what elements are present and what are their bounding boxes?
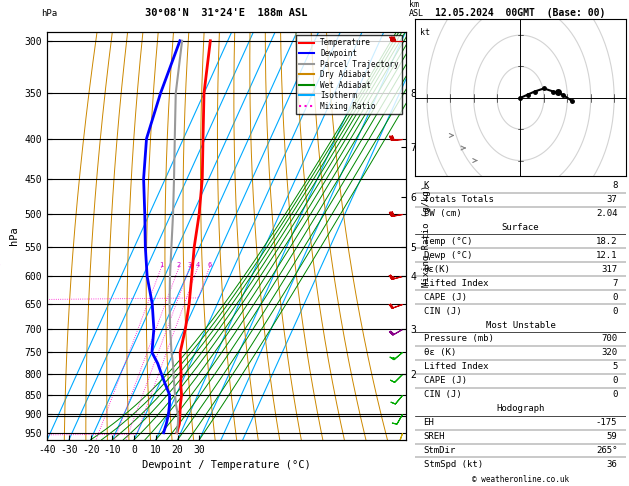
Text: 6: 6 xyxy=(207,262,211,268)
Text: 5: 5 xyxy=(612,363,618,371)
Text: 16: 16 xyxy=(0,262,1,268)
Text: 20: 20 xyxy=(0,262,1,268)
Text: StmSpd (kt): StmSpd (kt) xyxy=(423,460,482,469)
Text: 12.05.2024  00GMT  (Base: 00): 12.05.2024 00GMT (Base: 00) xyxy=(435,8,606,18)
Text: Lifted Index: Lifted Index xyxy=(423,278,488,288)
Text: -175: -175 xyxy=(596,418,618,427)
Text: 700: 700 xyxy=(601,334,618,344)
Text: SREH: SREH xyxy=(423,432,445,441)
Text: 0: 0 xyxy=(612,307,618,315)
X-axis label: Dewpoint / Temperature (°C): Dewpoint / Temperature (°C) xyxy=(142,460,311,470)
Y-axis label: Mixing Ratio (g/kg): Mixing Ratio (g/kg) xyxy=(422,185,431,287)
Legend: Temperature, Dewpoint, Parcel Trajectory, Dry Adiabat, Wet Adiabat, Isotherm, Mi: Temperature, Dewpoint, Parcel Trajectory… xyxy=(296,35,402,114)
Text: StmDir: StmDir xyxy=(423,446,456,455)
Text: © weatheronline.co.uk: © weatheronline.co.uk xyxy=(472,474,569,484)
Text: Hodograph: Hodograph xyxy=(496,404,545,413)
Text: 317: 317 xyxy=(601,265,618,274)
Text: Temp (°C): Temp (°C) xyxy=(423,237,472,246)
Text: 3: 3 xyxy=(187,262,192,268)
Text: CIN (J): CIN (J) xyxy=(423,307,461,315)
Text: 0: 0 xyxy=(612,376,618,385)
Text: 37: 37 xyxy=(607,195,618,204)
Text: θε(K): θε(K) xyxy=(423,265,450,274)
Text: Most Unstable: Most Unstable xyxy=(486,321,555,330)
Text: 2.04: 2.04 xyxy=(596,209,618,218)
Text: 7: 7 xyxy=(612,278,618,288)
Text: θε (K): θε (K) xyxy=(423,348,456,357)
Text: 2: 2 xyxy=(177,262,181,268)
Text: EH: EH xyxy=(423,418,434,427)
Text: 25: 25 xyxy=(0,262,1,268)
Text: Surface: Surface xyxy=(502,223,539,232)
Text: Dewp (°C): Dewp (°C) xyxy=(423,251,472,260)
Text: 1: 1 xyxy=(159,262,164,268)
Text: CAPE (J): CAPE (J) xyxy=(423,376,467,385)
Text: hPa: hPa xyxy=(41,9,57,18)
Text: 320: 320 xyxy=(601,348,618,357)
Text: 4: 4 xyxy=(196,262,199,268)
Text: PW (cm): PW (cm) xyxy=(423,209,461,218)
Text: 59: 59 xyxy=(607,432,618,441)
Text: Lifted Index: Lifted Index xyxy=(423,363,488,371)
Text: 36: 36 xyxy=(607,460,618,469)
Text: CIN (J): CIN (J) xyxy=(423,390,461,399)
Text: Totals Totals: Totals Totals xyxy=(423,195,493,204)
Text: 0: 0 xyxy=(612,390,618,399)
Text: 18.2: 18.2 xyxy=(596,237,618,246)
Text: Pressure (mb): Pressure (mb) xyxy=(423,334,493,344)
Text: 10: 10 xyxy=(0,262,1,268)
Text: 8: 8 xyxy=(612,181,618,190)
Text: K: K xyxy=(423,181,429,190)
Text: km
ASL: km ASL xyxy=(409,0,424,18)
Text: 265°: 265° xyxy=(596,446,618,455)
Text: 30°08'N  31°24'E  188m ASL: 30°08'N 31°24'E 188m ASL xyxy=(145,8,308,18)
Text: 12.1: 12.1 xyxy=(596,251,618,260)
Text: CAPE (J): CAPE (J) xyxy=(423,293,467,302)
Text: 0: 0 xyxy=(612,293,618,302)
Y-axis label: hPa: hPa xyxy=(9,226,19,245)
Text: kt: kt xyxy=(420,28,430,37)
